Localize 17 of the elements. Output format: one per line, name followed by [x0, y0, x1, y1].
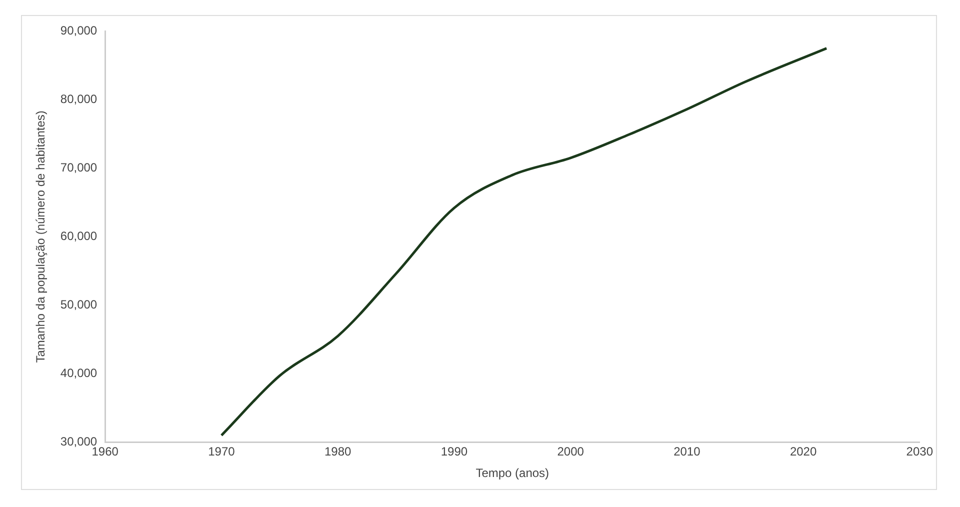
x-tick-label: 2000 — [557, 444, 584, 459]
y-tick-label: 90,000 — [60, 24, 98, 38]
line-series — [220, 47, 828, 437]
x-tick-label: 2010 — [674, 444, 701, 459]
x-tick-label: 2030 — [906, 444, 934, 459]
y-axis-title: Tamanho da população (número de habitantes) — [34, 110, 48, 363]
x-tick-label: 1980 — [324, 444, 352, 459]
y-tick-label: 50,000 — [60, 298, 98, 312]
x-tick-label: 1960 — [92, 444, 119, 459]
x-tick-label: 1970 — [208, 444, 236, 459]
x-tick-label: 1990 — [440, 444, 468, 459]
y-tick-label: 80,000 — [60, 92, 98, 106]
y-tick-label: 40,000 — [60, 366, 98, 380]
x-tick-label: 2020 — [790, 444, 817, 459]
y-tick-label: 60,000 — [60, 229, 98, 244]
y-tick-label: 70,000 — [60, 160, 98, 175]
x-axis-title: Tempo (anos) — [476, 466, 550, 480]
